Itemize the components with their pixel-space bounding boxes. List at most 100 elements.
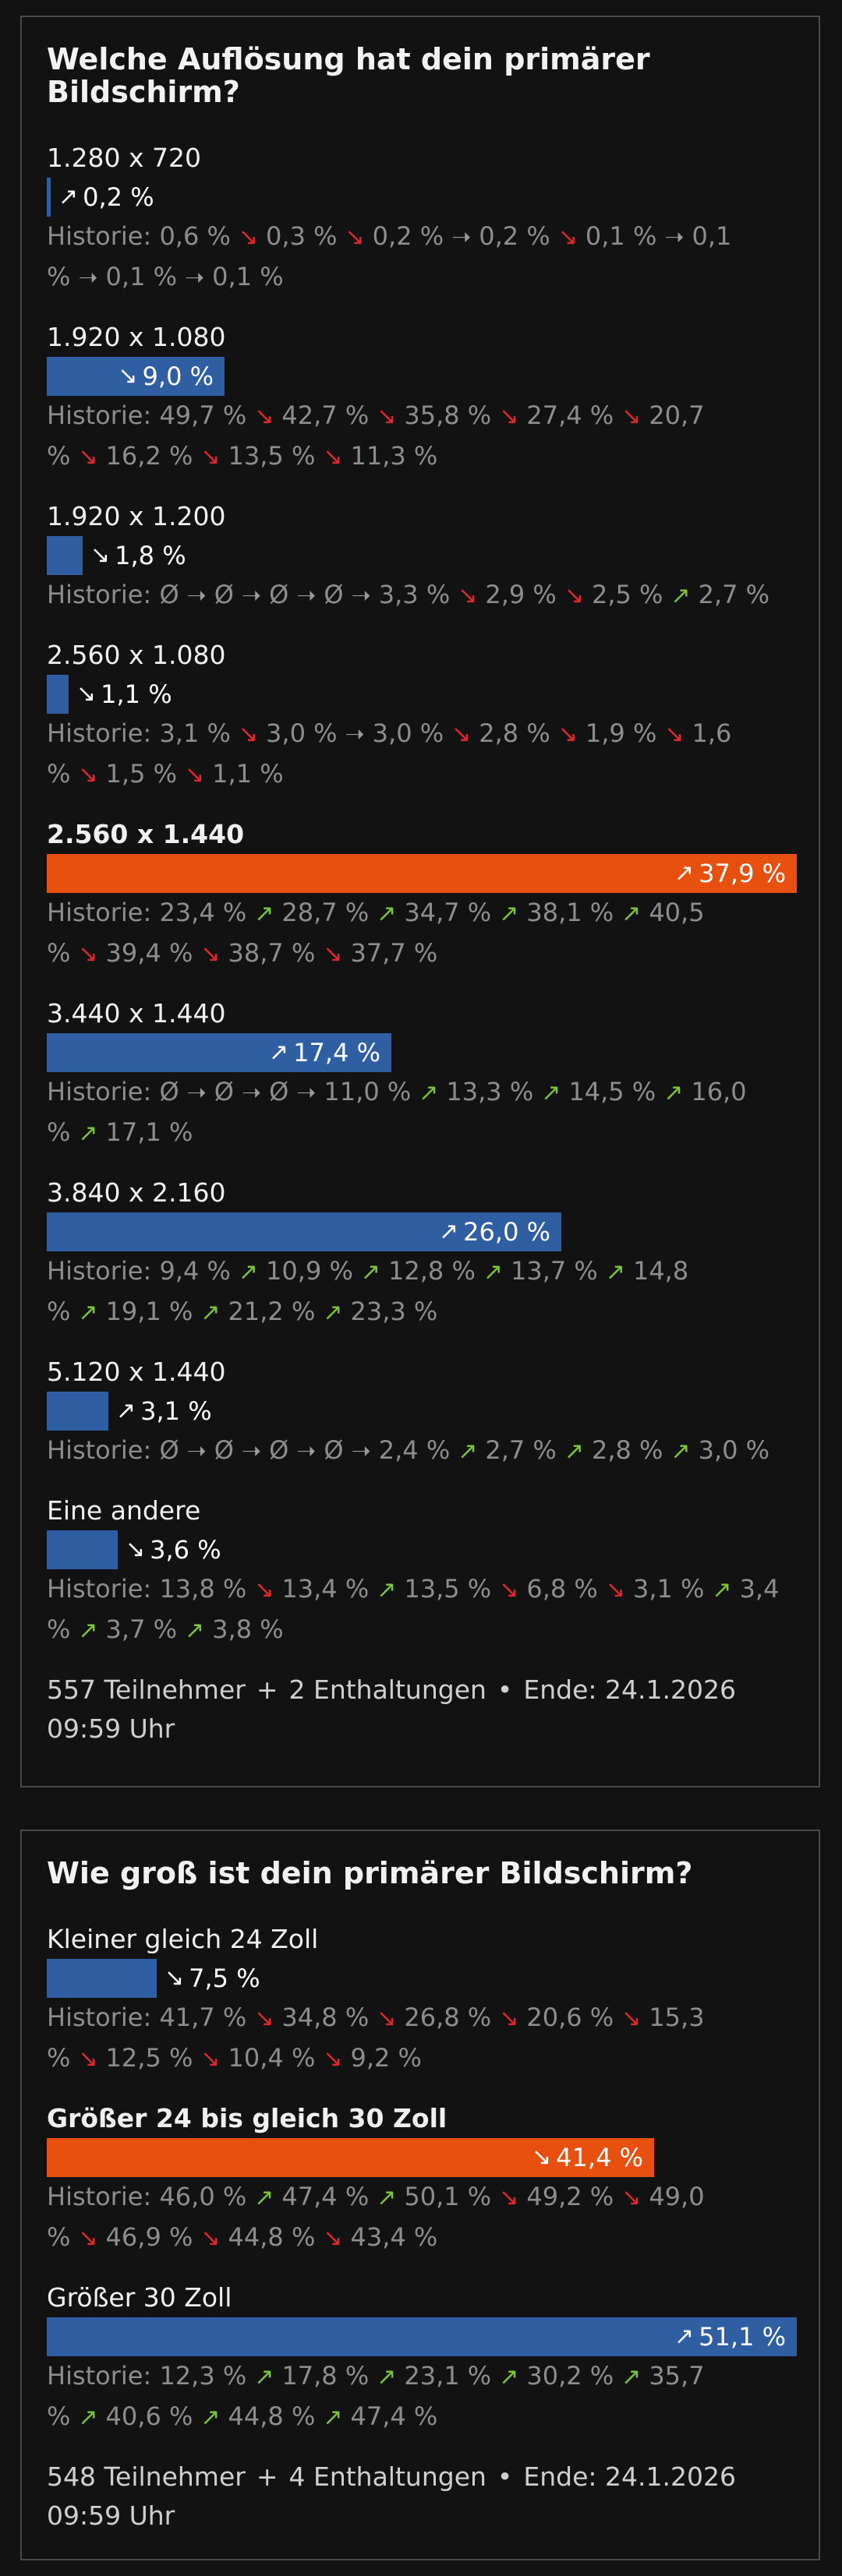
history-trend-flat-icon: ➝ bbox=[241, 1078, 262, 1106]
poll-option[interactable]: 3.840 x 2.160 ↗ 26,0 % Historie: 9,4 % ↗ 10,9… bbox=[47, 1173, 794, 1332]
history-value: 35,8 % bbox=[404, 400, 492, 430]
result-bar-row: ↘ 7,5 % bbox=[47, 1958, 794, 1998]
history-value: 46,0 % bbox=[159, 2181, 247, 2211]
history-value: 47,4 % bbox=[281, 2181, 370, 2211]
result-bar-row: ↗ 0,2 % bbox=[47, 177, 794, 217]
poll-option[interactable]: 1.280 x 720 ↗ 0,2 % Historie: 0,6 % ↘ 0,3 % ↘ 0… bbox=[47, 139, 794, 298]
history-value: 3,0 % bbox=[698, 1434, 770, 1465]
history-value: 37,7 % bbox=[350, 937, 438, 968]
result-bar-row: ↗ 37,9 % bbox=[47, 853, 797, 893]
percent-value: 51,1 % bbox=[699, 2321, 786, 2352]
history-trend-flat-icon: ➝ bbox=[241, 581, 262, 609]
history-line: Historie: 23,4 % ↗ 28,7 % ↗ 34,7 % ↗ 38,1 % ↗ 40… bbox=[47, 893, 797, 974]
option-label: Größer 30 Zoll bbox=[47, 2281, 232, 2313]
poll-footer: 548 Teilnehmer +4 Enthaltungen • Ende: 24.1… bbox=[47, 2458, 797, 2535]
history-label: Historie: bbox=[47, 1076, 152, 1106]
result-bar bbox=[47, 2137, 654, 2177]
history-trend-up-icon: ↗ bbox=[254, 2183, 274, 2211]
footer-plus: + bbox=[256, 2461, 278, 2492]
poll-option[interactable]: 1.920 x 1.200 ↘ 1,8 % Historie: Ø ➝ Ø ➝ Ø ➝ Ø ➝ 3,3… bbox=[47, 497, 794, 616]
result-percent: ↘ 7,5 % bbox=[165, 1959, 260, 1998]
history-value: 44,8 % bbox=[228, 2221, 316, 2252]
poll-option[interactable]: 2.560 x 1.080 ↘ 1,1 % Historie: 3,1 % ↘ 3,0 %… bbox=[47, 636, 794, 795]
history-value: Ø bbox=[214, 579, 234, 609]
history-label: Historie: bbox=[47, 2181, 152, 2211]
history-value: 10,9 % bbox=[266, 1255, 353, 1286]
history-label: Historie: bbox=[47, 718, 152, 748]
history-value: 23,4 % bbox=[159, 897, 247, 927]
history-label: Historie: bbox=[47, 579, 152, 609]
history-trend-down-icon: ↘ bbox=[238, 720, 259, 748]
percent-value: 1,1 % bbox=[101, 679, 172, 709]
history-trend-up-icon: ↗ bbox=[499, 2363, 519, 2391]
result-bar bbox=[47, 674, 69, 714]
result-bar-track: ↘ 3,6 % bbox=[47, 1530, 794, 1569]
poll-card-screen-size: Wie groß ist dein primärer Bildschirm? Kl… bbox=[20, 1830, 820, 2560]
history-value: 12,3 % bbox=[159, 2360, 247, 2391]
history-trend-down-icon: ↘ bbox=[238, 223, 259, 251]
result-percent: ↘ 1,1 % bbox=[76, 675, 172, 714]
poll-option[interactable]: Größer 30 Zoll ↗ 51,1 % Historie: 12,3 % ↗ 17… bbox=[47, 2278, 797, 2437]
poll-title: Wie groß ist dein primärer Bildschirm? bbox=[47, 1856, 693, 1890]
result-bar bbox=[47, 1530, 118, 1569]
history-value: Ø bbox=[324, 1434, 344, 1465]
poll-option[interactable]: 5.120 x 1.440 ↗ 3,1 % Historie: Ø ➝ Ø ➝ Ø ➝ Ø ➝ 2,4… bbox=[47, 1353, 794, 1471]
history-trend-down-icon: ↘ bbox=[323, 940, 343, 968]
history-value: 2,7 % bbox=[485, 1434, 557, 1465]
footer-dot: • bbox=[497, 2461, 513, 2492]
result-percent: ↘ 1,8 % bbox=[90, 536, 186, 575]
history-value: 9,4 % bbox=[159, 1255, 231, 1286]
history-trend-down-icon: ↘ bbox=[200, 2045, 221, 2073]
result-bar bbox=[47, 356, 225, 396]
poll-end-date: Ende: 24.1.2026 09:59 Uhr bbox=[47, 1674, 736, 1744]
history-value: 2,9 % bbox=[485, 579, 557, 609]
result-bar bbox=[47, 177, 51, 217]
history-label: Historie: bbox=[47, 2002, 152, 2032]
history-trend-down-icon: ↘ bbox=[78, 940, 98, 968]
history-value: 2,4 % bbox=[378, 1434, 451, 1465]
history-trend-up-icon: ↗ bbox=[670, 1437, 691, 1465]
history-value: 27,4 % bbox=[526, 400, 614, 430]
history-trend-flat-icon: ➝ bbox=[296, 1078, 317, 1106]
result-percent: ↘ 3,6 % bbox=[126, 1530, 221, 1569]
poll-option[interactable]: Kleiner gleich 24 Zoll ↘ 7,5 % Historie: 41… bbox=[47, 1920, 794, 2079]
history-value: 46,9 % bbox=[105, 2221, 193, 2252]
history-value: 16,0 % bbox=[47, 1076, 747, 1147]
history-value: Ø bbox=[159, 1434, 179, 1465]
history-value: 9,2 % bbox=[350, 2042, 422, 2073]
percent-value: 3,1 % bbox=[140, 1396, 212, 1426]
history-trend-down-icon: ↘ bbox=[557, 223, 578, 251]
history-value: 38,1 % bbox=[526, 897, 614, 927]
history-trend-flat-icon: ➝ bbox=[185, 263, 205, 291]
poll-option[interactable]: Eine andere ↘ 3,6 % Historie: 13,8 % ↘ 13,4 %… bbox=[47, 1491, 794, 1650]
history-value: 13,5 % bbox=[228, 440, 316, 471]
poll-option[interactable]: 1.920 x 1.080 ↘ 9,0 % Historie: 49,7 % ↘ 42,7… bbox=[47, 318, 794, 477]
poll-option[interactable]: 3.440 x 1.440 ↗ 17,4 % Historie: Ø ➝ Ø ➝ Ø ➝ 11,0… bbox=[47, 994, 794, 1153]
history-trend-down-icon: ↘ bbox=[323, 2045, 343, 2073]
history-trend-down-icon: ↘ bbox=[78, 2224, 98, 2252]
history-value: 3,0 % bbox=[372, 718, 444, 748]
option-label: 3.840 x 2.160 bbox=[47, 1177, 226, 1208]
history-trend-up-icon: ↗ bbox=[605, 1258, 625, 1286]
result-bar-track: ↗ 51,1 % bbox=[47, 2317, 797, 2356]
history-trend-flat-icon: ➝ bbox=[78, 263, 98, 291]
history-value: 2,7 % bbox=[698, 579, 770, 609]
option-label: 2.560 x 1.440 bbox=[47, 818, 245, 849]
history-trend-down-icon: ↘ bbox=[254, 2004, 274, 2032]
history-trend-flat-icon: ➝ bbox=[351, 581, 371, 609]
history-value: 49,7 % bbox=[159, 400, 247, 430]
history-trend-down-icon: ↘ bbox=[78, 443, 98, 471]
history-trend-down-icon: ↘ bbox=[200, 2224, 221, 2252]
history-label: Historie: bbox=[47, 897, 152, 927]
history-value: 0,1 % bbox=[585, 221, 657, 251]
poll-card-resolution: Welche Auflösung hat dein primärer Bilds… bbox=[20, 16, 820, 1787]
poll-option[interactable]: 2.560 x 1.440 ↗ 37,9 % Historie: 23,4 % ↗ 28,… bbox=[47, 815, 797, 974]
history-value: 13,5 % bbox=[404, 1573, 492, 1604]
history-value: 49,2 % bbox=[526, 2181, 614, 2211]
history-trend-flat-icon: ➝ bbox=[296, 581, 317, 609]
history-trend-down-icon: ↘ bbox=[605, 1576, 625, 1604]
history-trend-down-icon: ↘ bbox=[185, 760, 205, 789]
result-percent: ↘ 41,4 % bbox=[532, 2138, 643, 2177]
poll-option[interactable]: Größer 24 bis gleich 30 Zoll ↘ 41,4 % Histo… bbox=[47, 2099, 794, 2258]
participants-count: 557 Teilnehmer bbox=[47, 1674, 246, 1705]
